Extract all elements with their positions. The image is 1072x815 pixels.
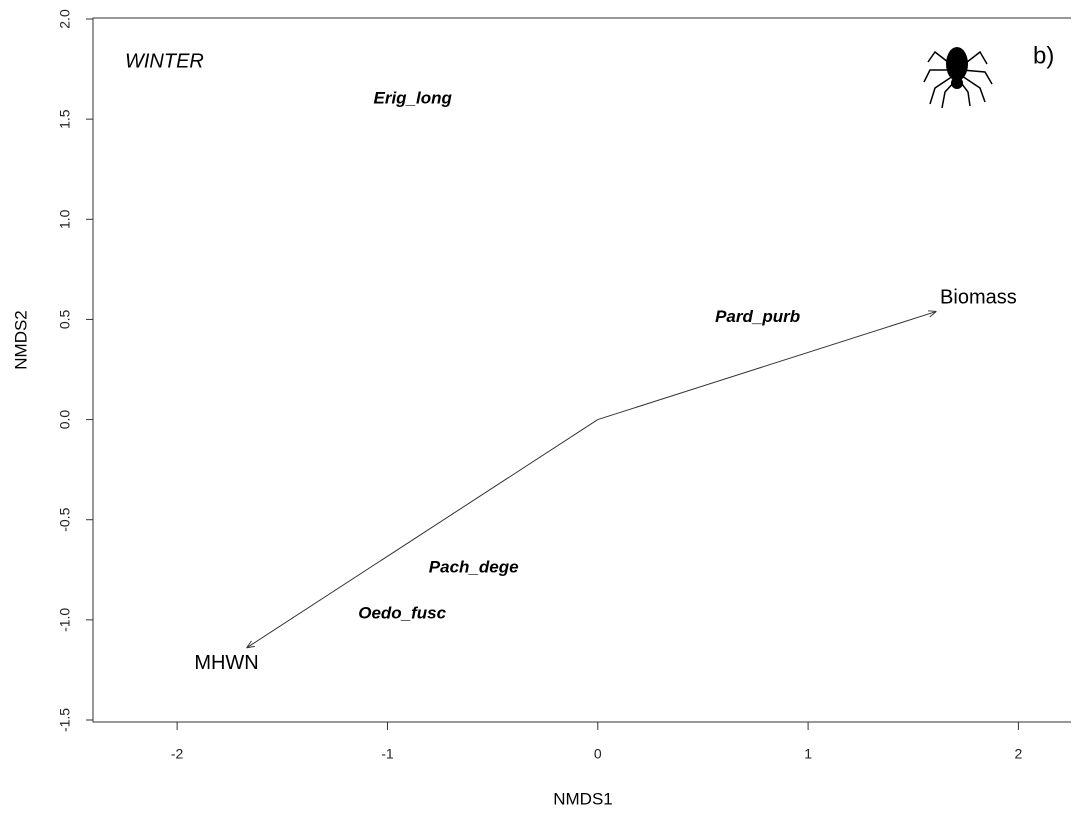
vector-label: Biomass bbox=[940, 287, 1017, 309]
y-tick-label: 0.5 bbox=[57, 309, 73, 329]
x-tick-label: -1 bbox=[381, 746, 394, 762]
vector-label: MHWN bbox=[194, 652, 258, 674]
species-label: Pard_purb bbox=[715, 307, 800, 326]
x-tick-label: 2 bbox=[1015, 746, 1023, 762]
y-tick-label: -1.5 bbox=[57, 708, 73, 732]
y-tick-label: 0.0 bbox=[57, 410, 73, 430]
x-axis-label: NMDS1 bbox=[553, 789, 613, 808]
y-tick-label: -1.0 bbox=[57, 608, 73, 632]
y-tick-label: 1.0 bbox=[57, 209, 73, 229]
y-axis-label: NMDS2 bbox=[11, 310, 30, 370]
y-tick-label: 1.5 bbox=[57, 109, 73, 129]
x-tick-label: 0 bbox=[594, 746, 602, 762]
species-label: Erig_long bbox=[373, 89, 452, 108]
x-tick-label: -2 bbox=[171, 746, 184, 762]
species-label: Oedo_fusc bbox=[358, 603, 446, 622]
page: {"chart_data": {"type": "biplot", "panel… bbox=[0, 0, 1072, 815]
y-tick-label: -0.5 bbox=[57, 507, 73, 531]
panel-label: b) bbox=[1033, 42, 1054, 69]
chart: WINTER b) NMDS1 NMDS2 -2 -1 0 1 2 -1.5 -1.0 -0.… bbox=[0, 0, 1072, 815]
y-tick-label: 2.0 bbox=[57, 9, 73, 29]
vector-arrow bbox=[598, 311, 937, 419]
panel-title: WINTER bbox=[125, 50, 204, 72]
spider-icon bbox=[924, 47, 992, 108]
x-tick-label: 1 bbox=[804, 746, 812, 762]
plot-frame bbox=[93, 18, 1071, 722]
species-label: Pach_dege bbox=[429, 557, 519, 576]
